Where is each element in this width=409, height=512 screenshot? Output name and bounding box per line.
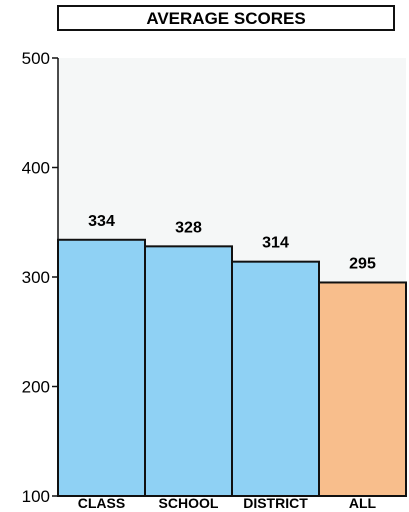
bar-all (318, 281, 407, 497)
data-label-class: 334 (88, 213, 115, 230)
y-tick-label: 400 (22, 159, 50, 178)
data-label-district: 314 (262, 235, 289, 252)
data-labels: 334 328 314 295 (88, 213, 376, 273)
y-tick-label: 300 (22, 268, 50, 287)
bar-district (231, 260, 320, 498)
x-axis-labels: CLASS SCHOOL DISTRICT ALL (78, 495, 377, 511)
y-tick-label: 200 (22, 378, 50, 397)
bar-class (57, 238, 146, 498)
x-tick-label-all: ALL (349, 495, 377, 511)
chart-title: AVERAGE SCORES (146, 9, 305, 28)
y-tick-label: 500 (22, 49, 50, 68)
x-tick-label-district: DISTRICT (243, 495, 308, 511)
x-tick-label-school: SCHOOL (159, 495, 219, 511)
y-tick-label: 100 (22, 487, 50, 506)
bars (57, 238, 407, 498)
x-tick-label-class: CLASS (78, 495, 125, 511)
data-label-all: 295 (349, 255, 376, 272)
title-box (57, 5, 395, 31)
bar-school (144, 245, 233, 497)
data-label-school: 328 (175, 219, 202, 236)
